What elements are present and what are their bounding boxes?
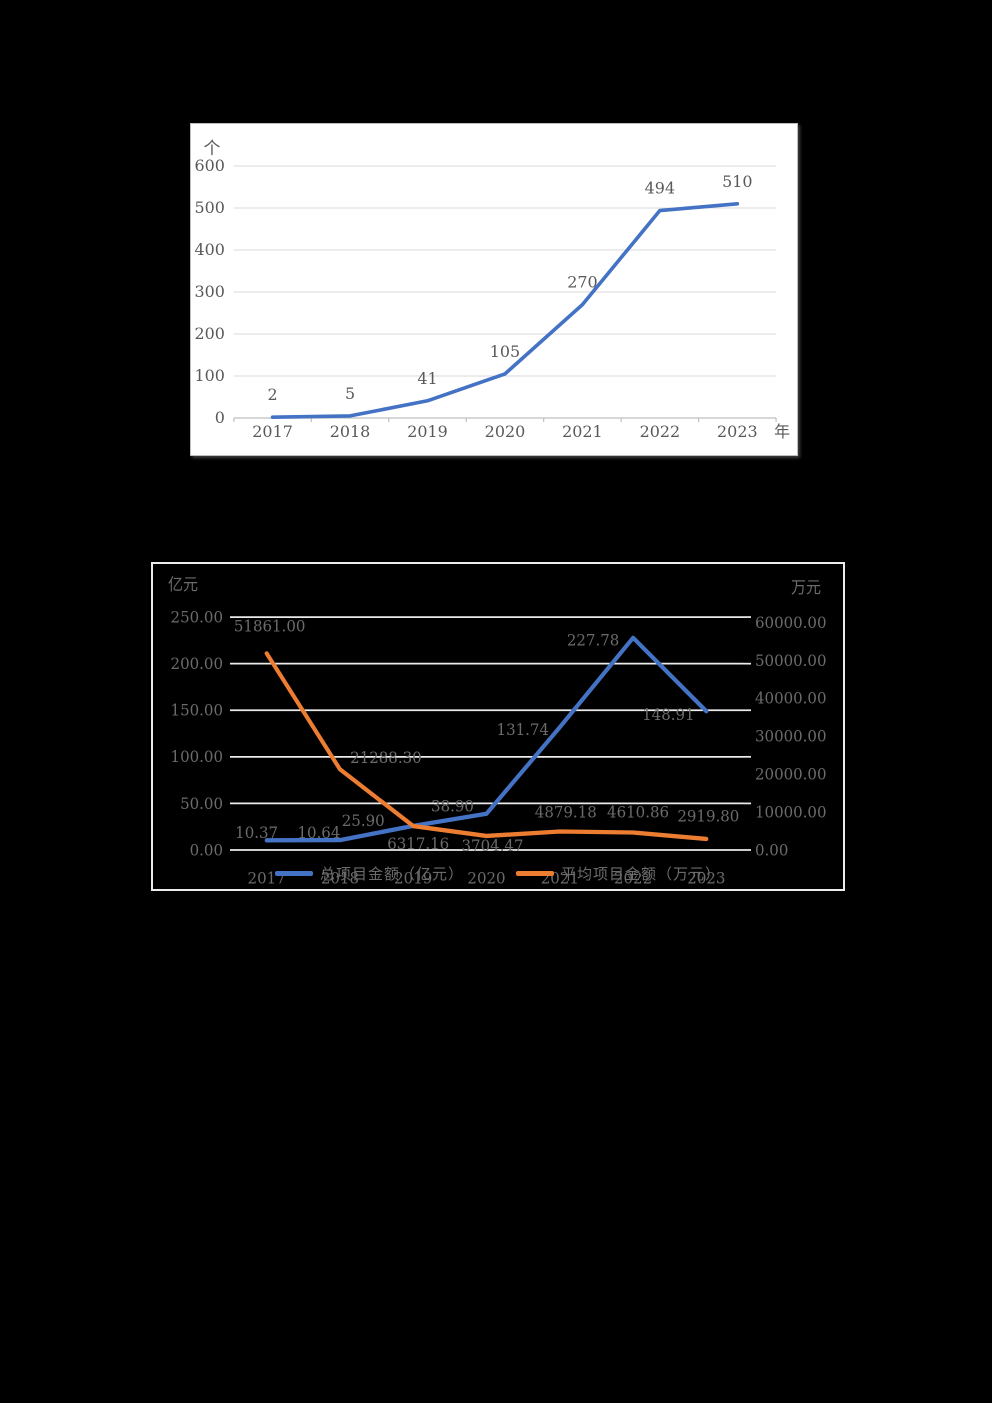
data-label: 41 bbox=[417, 369, 437, 388]
data-label: 3704.47 bbox=[462, 836, 524, 856]
data-label: 6317.16 bbox=[387, 833, 449, 853]
left-axis-tick-label: 250.00 bbox=[171, 607, 223, 627]
right-axis-tick-label: 30000.00 bbox=[755, 726, 827, 746]
right-axis-tick-label: 20000.00 bbox=[755, 764, 827, 784]
left-axis-tick-label: 50.00 bbox=[180, 793, 223, 813]
project-amount-chart-panel: 0.00 50.00 100.00 150.00 200.00 250.00 0.00 100… bbox=[151, 562, 845, 891]
x-axis-label: 2019 bbox=[407, 422, 448, 441]
data-label: 227.78 bbox=[567, 630, 619, 650]
right-axis-tick-label: 40000.00 bbox=[755, 688, 827, 708]
left-axis-tick-label: 0.00 bbox=[190, 840, 223, 860]
y-axis-tick-label: 200 bbox=[194, 324, 224, 343]
left-axis-unit-label: 亿元 bbox=[168, 574, 198, 594]
x-axis-label: 2020 bbox=[467, 868, 505, 888]
x-axis-label: 2023 bbox=[717, 422, 758, 441]
x-axis-tick-marks bbox=[233, 418, 777, 422]
project-amount-dual-axis-line-chart: 0.00 50.00 100.00 150.00 200.00 250.00 0.00 100… bbox=[168, 574, 827, 888]
data-label: 4879.18 bbox=[535, 802, 597, 822]
data-label: 131.74 bbox=[497, 719, 549, 739]
x-axis-label: 2017 bbox=[252, 422, 293, 441]
y-axis-tick-label: 0 bbox=[215, 408, 225, 427]
y-axis-tick-label: 500 bbox=[194, 198, 224, 217]
data-label: 148.91 bbox=[642, 704, 694, 724]
left-axis-tick-label: 150.00 bbox=[171, 700, 223, 720]
x-axis-unit-label: 年 bbox=[774, 422, 790, 441]
x-axis-label: 2022 bbox=[640, 422, 681, 441]
y-axis-tick-label: 600 bbox=[194, 156, 224, 175]
data-label: 21288.30 bbox=[350, 747, 422, 767]
data-label: 10.37 bbox=[235, 823, 278, 843]
right-axis-tick-label: 0.00 bbox=[755, 840, 788, 860]
data-label: 510 bbox=[722, 172, 752, 191]
data-label: 4610.86 bbox=[607, 802, 669, 822]
x-axis-label: 2020 bbox=[485, 422, 526, 441]
data-label: 5 bbox=[345, 384, 355, 403]
data-label: 25.90 bbox=[342, 810, 385, 830]
data-label: 10.64 bbox=[297, 822, 340, 842]
gridlines bbox=[233, 165, 777, 419]
data-label: 38.90 bbox=[431, 796, 474, 816]
total-amount-series-line bbox=[264, 635, 709, 843]
data-label: 2919.80 bbox=[677, 806, 739, 826]
data-label: 51861.00 bbox=[234, 616, 306, 636]
y-axis-unit-label: 个 bbox=[203, 139, 220, 159]
y-axis-tick-label: 300 bbox=[194, 282, 224, 301]
data-label: 105 bbox=[490, 342, 520, 361]
data-label: 2 bbox=[268, 385, 278, 404]
right-axis-tick-label: 60000.00 bbox=[755, 612, 827, 632]
x-axis-label: 2022 bbox=[614, 868, 652, 888]
y-axis-tick-label: 100 bbox=[194, 366, 224, 385]
right-axis-tick-label: 10000.00 bbox=[755, 802, 827, 822]
left-axis-tick-label: 100.00 bbox=[171, 747, 223, 767]
y-axis-tick-label: 400 bbox=[194, 240, 224, 259]
data-label: 494 bbox=[645, 178, 675, 197]
right-axis-unit-label: 万元 bbox=[791, 578, 821, 598]
average-amount-series-line bbox=[264, 651, 709, 842]
x-axis-label: 2021 bbox=[562, 422, 603, 441]
data-label: 270 bbox=[567, 273, 597, 292]
gridlines bbox=[230, 616, 751, 851]
x-axis-label: 2018 bbox=[330, 422, 371, 441]
left-axis-tick-label: 200.00 bbox=[171, 653, 223, 673]
x-axis-label: 2018 bbox=[321, 868, 359, 888]
project-count-chart-panel: 0 100 200 300 400 500 600 个年 2017 2018 2019 2020 202… bbox=[190, 123, 798, 456]
x-axis-label: 2017 bbox=[248, 868, 286, 888]
right-axis-tick-label: 50000.00 bbox=[755, 650, 827, 670]
x-axis-label: 2019 bbox=[394, 868, 432, 888]
x-axis-label: 2021 bbox=[541, 868, 579, 888]
x-axis-label: 2023 bbox=[687, 868, 725, 888]
count-series-line bbox=[270, 202, 740, 419]
